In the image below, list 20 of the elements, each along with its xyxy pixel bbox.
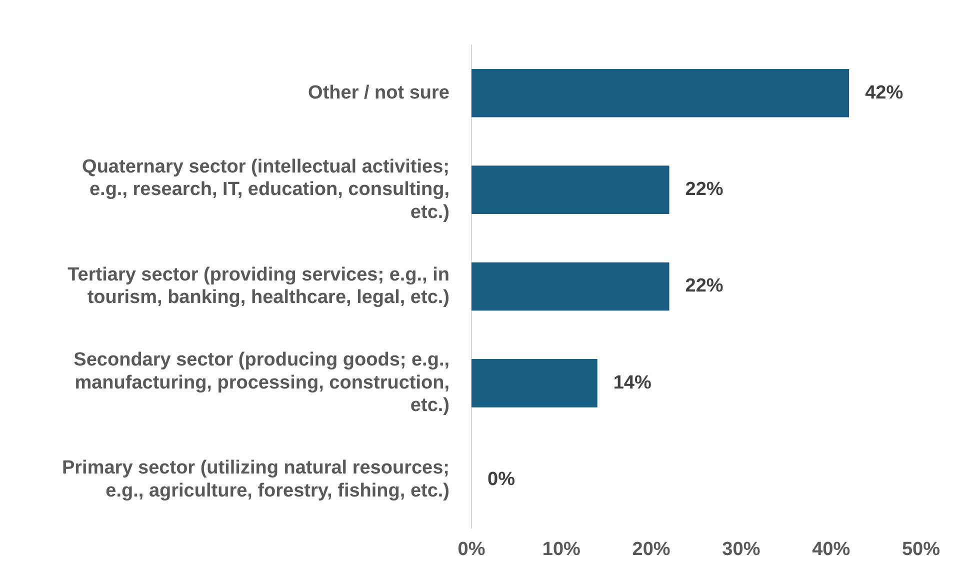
data-label: 22% — [685, 179, 724, 200]
bar — [472, 68, 850, 118]
x-tick-label: 30% — [722, 538, 760, 560]
bar — [472, 166, 670, 214]
bar — [472, 262, 670, 311]
y-tick-label: Secondary sector (producing goods; e.g., manufacturing, processing, construction, etc.) — [74, 350, 450, 416]
data-label: 14% — [613, 372, 652, 394]
data-label: 42% — [865, 82, 904, 104]
x-tick-label: 0% — [458, 538, 486, 560]
x-tick-label: 40% — [812, 538, 850, 560]
x-tick-label: 20% — [632, 538, 670, 560]
x-tick-label: 10% — [542, 538, 581, 560]
x-tick-label: 50% — [902, 538, 940, 560]
y-tick-label: Quaternary sector (intellectual activities; e.g., research, IT, education, consulting, etc.) — [82, 156, 450, 223]
data-label: 0% — [488, 469, 516, 490]
data-label: 22% — [685, 276, 724, 297]
y-tick-label: Tertiary sector (providing services; e.g., in tourism, banking, healthcare, legal, etc.) — [68, 264, 450, 308]
y-tick-label: Primary sector (utilizing natural resources; e.g., agriculture, forestry, fishing, etc.) — [62, 458, 450, 502]
bar — [472, 359, 598, 408]
y-tick-label: Other / not sure — [308, 82, 450, 104]
